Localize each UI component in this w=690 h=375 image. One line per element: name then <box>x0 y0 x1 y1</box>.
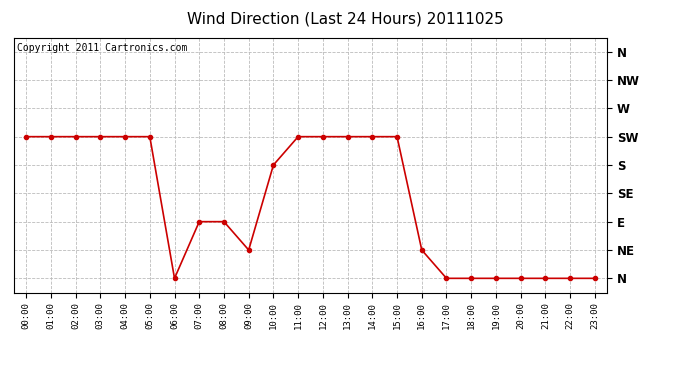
Text: Wind Direction (Last 24 Hours) 20111025: Wind Direction (Last 24 Hours) 20111025 <box>186 11 504 26</box>
Text: Copyright 2011 Cartronics.com: Copyright 2011 Cartronics.com <box>17 43 187 52</box>
